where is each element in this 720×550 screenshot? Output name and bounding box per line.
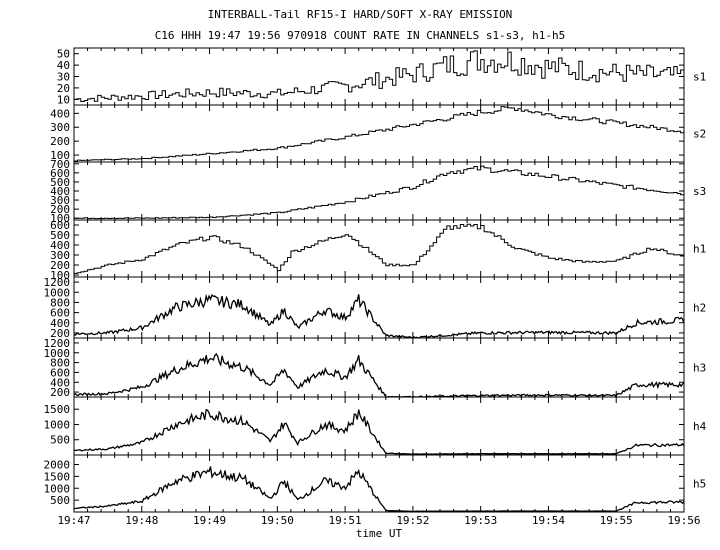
y-tick-label-s1: 10 <box>57 93 70 106</box>
series-line-s1 <box>74 50 685 102</box>
x-tick-label: 19:54 <box>532 514 565 527</box>
y-tick-label-s2: 200 <box>50 135 70 148</box>
y-tick-label-h2: 400 <box>50 317 70 330</box>
series-line-h2 <box>73 293 685 339</box>
x-tick-label: 19:53 <box>464 514 497 527</box>
panel-frame-h4 <box>73 396 685 456</box>
x-tick-label: 19:52 <box>396 514 429 527</box>
y-tick-label-h1: 600 <box>50 219 70 232</box>
x-tick-label: 19:50 <box>261 514 294 527</box>
panel-frame-h2 <box>73 276 685 339</box>
y-tick-label-s2: 300 <box>50 121 70 134</box>
series-line-s2 <box>74 106 685 162</box>
x-tick-label: 19:56 <box>667 514 700 527</box>
channel-label-h1: h1 <box>693 243 706 256</box>
y-tick-label-s2: 400 <box>50 107 70 120</box>
y-tick-label-h2: 1200 <box>44 276 71 289</box>
y-tick-label-s3: 500 <box>50 176 70 189</box>
y-tick-label-h1: 500 <box>50 229 70 242</box>
series-line-s3 <box>74 165 685 220</box>
y-tick-label-h3: 200 <box>50 386 70 399</box>
channel-label-h3: h3 <box>693 362 706 375</box>
y-tick-label-h2: 600 <box>50 307 70 320</box>
series-line-h3 <box>73 352 685 398</box>
y-tick-label-h2: 200 <box>50 327 70 340</box>
y-tick-label-s2: 100 <box>50 149 70 162</box>
y-tick-label-s3: 700 <box>50 158 70 171</box>
y-tick-label-h5: 500 <box>50 494 70 507</box>
channel-label-s3: s3 <box>693 185 706 198</box>
y-tick-label-h2: 800 <box>50 296 70 309</box>
y-tick-label-h4: 500 <box>50 434 70 447</box>
y-tick-label-h1: 400 <box>50 239 70 252</box>
y-tick-label-h2: 1000 <box>44 286 71 299</box>
series-line-h5 <box>74 466 685 513</box>
x-tick-label: 19:55 <box>600 514 633 527</box>
y-tick-label-s3: 600 <box>50 167 70 180</box>
y-tick-label-s3: 300 <box>50 194 70 207</box>
y-tick-label-h3: 1000 <box>44 347 71 360</box>
x-tick-label: 19:48 <box>125 514 158 527</box>
series-line-h4 <box>73 408 685 455</box>
panel-frame-s3 <box>73 161 685 221</box>
y-tick-label-h1: 200 <box>50 259 70 272</box>
y-tick-label-h4: 1000 <box>44 418 71 431</box>
y-tick-label-h1: 300 <box>50 249 70 262</box>
x-tick-label: 19:49 <box>193 514 226 527</box>
y-tick-label-h1: 100 <box>50 269 70 282</box>
channel-label-h4: h4 <box>693 420 707 433</box>
channel-label-s2: s2 <box>693 128 706 141</box>
y-tick-label-h5: 2000 <box>44 459 71 472</box>
y-tick-label-s1: 30 <box>57 71 70 84</box>
y-tick-label-h4: 1500 <box>44 403 71 416</box>
panel-frame-h1 <box>73 219 685 278</box>
chart-subtitle: C16 HHH 19:47 19:56 970918 COUNT RATE IN… <box>154 29 566 42</box>
y-tick-label-h5: 1000 <box>44 482 71 495</box>
channel-label-h2: h2 <box>693 302 706 315</box>
y-tick-label-s3: 200 <box>50 203 70 216</box>
y-tick-label-h3: 600 <box>50 366 70 379</box>
series-line-h1 <box>74 223 685 274</box>
y-tick-label-s3: 100 <box>50 212 70 225</box>
y-tick-label-h3: 800 <box>50 357 70 370</box>
channel-label-h5: h5 <box>693 478 706 491</box>
chart-title: INTERBALL-Tail RF15-I HARD/SOFT X-RAY EM… <box>207 8 513 21</box>
panel-frame-h5 <box>73 454 685 513</box>
x-tick-label: 19:51 <box>329 514 362 527</box>
y-tick-label-h5: 1500 <box>44 470 71 483</box>
y-tick-label-s1: 50 <box>57 48 70 61</box>
x-tick-label: 19:47 <box>57 514 90 527</box>
y-tick-label-s1: 20 <box>57 82 70 95</box>
y-tick-label-h3: 400 <box>50 376 70 389</box>
channel-label-s1: s1 <box>693 71 706 84</box>
y-tick-label-s3: 400 <box>50 185 70 198</box>
y-tick-label-s1: 40 <box>57 59 70 72</box>
y-tick-label-h3: 1200 <box>44 337 71 350</box>
x-axis-label: time UT <box>356 527 403 540</box>
panel-frame-s2 <box>73 104 685 163</box>
